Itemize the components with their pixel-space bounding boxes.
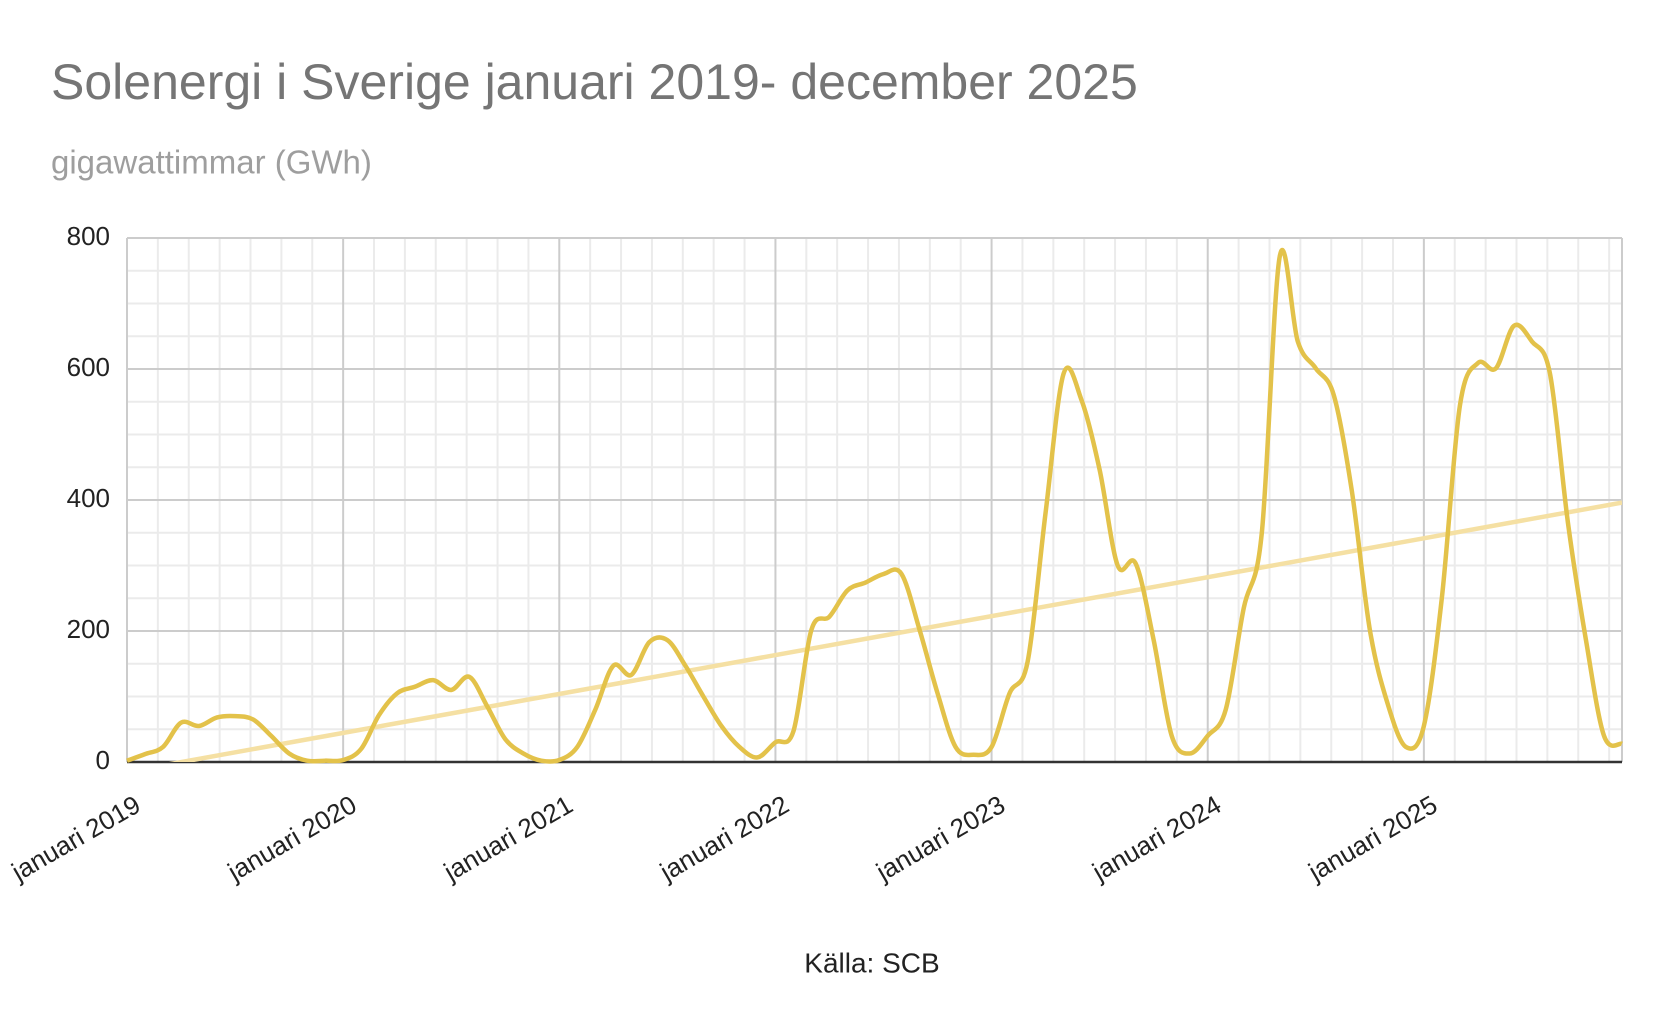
trendline <box>168 500 1622 762</box>
x-tick-label: januari 2019 <box>6 789 146 887</box>
chart-title: Solenergi i Sverige januari 2019- decemb… <box>51 54 1138 110</box>
x-tick-label: januari 2021 <box>438 789 578 887</box>
source: Källa: SCB <box>804 947 939 978</box>
y-tick-label: 0 <box>96 745 110 775</box>
x-tick-label: januari 2025 <box>1302 789 1442 887</box>
x-tick-label: januari 2024 <box>1086 789 1226 887</box>
y-tick-label: 400 <box>67 483 110 513</box>
y-tick-label: 800 <box>67 221 110 251</box>
y-tick-label: 200 <box>67 614 110 644</box>
x-tick-label: januari 2020 <box>222 789 362 887</box>
x-tick-label: januari 2022 <box>654 789 794 887</box>
y-tick-label: 600 <box>67 352 110 382</box>
data-line <box>126 247 1623 764</box>
x-tick-label: januari 2023 <box>870 789 1010 887</box>
chart-subtitle: gigawattimmar (GWh) <box>51 144 372 181</box>
